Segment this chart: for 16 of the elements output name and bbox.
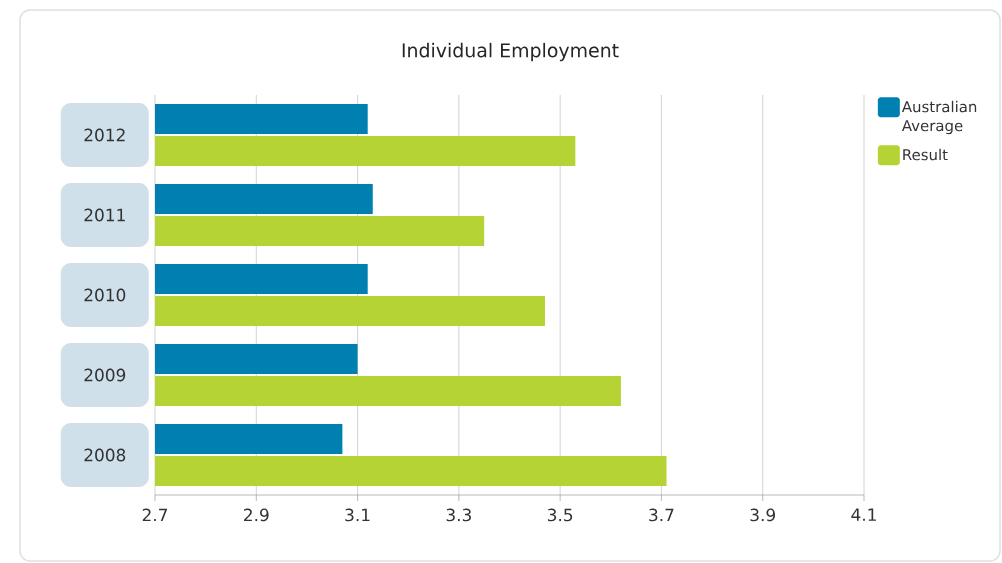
y-tick-label: 2011 [84,208,125,222]
x-tick-label: 3.5 [547,508,573,522]
x-tick-label: 3.9 [750,508,775,522]
x-tick-label: 3.1 [345,508,370,522]
chart-title: Individual Employment [402,42,619,62]
y-tick-label: 2012 [84,128,125,142]
x-tick-label: 2.9 [244,508,269,522]
x-tick-label: 3.7 [649,508,674,522]
x-tick-label: 4.1 [851,508,876,521]
x-tick-label: 3.3 [446,508,471,522]
x-tick-label: 2.7 [142,508,168,522]
legend-label: Result [903,148,948,161]
y-tick-label: 2009 [84,368,126,382]
legend-label: Australian Average [901,100,977,135]
y-tick-label: 2010 [84,288,126,302]
y-tick-label: 2008 [84,448,126,462]
